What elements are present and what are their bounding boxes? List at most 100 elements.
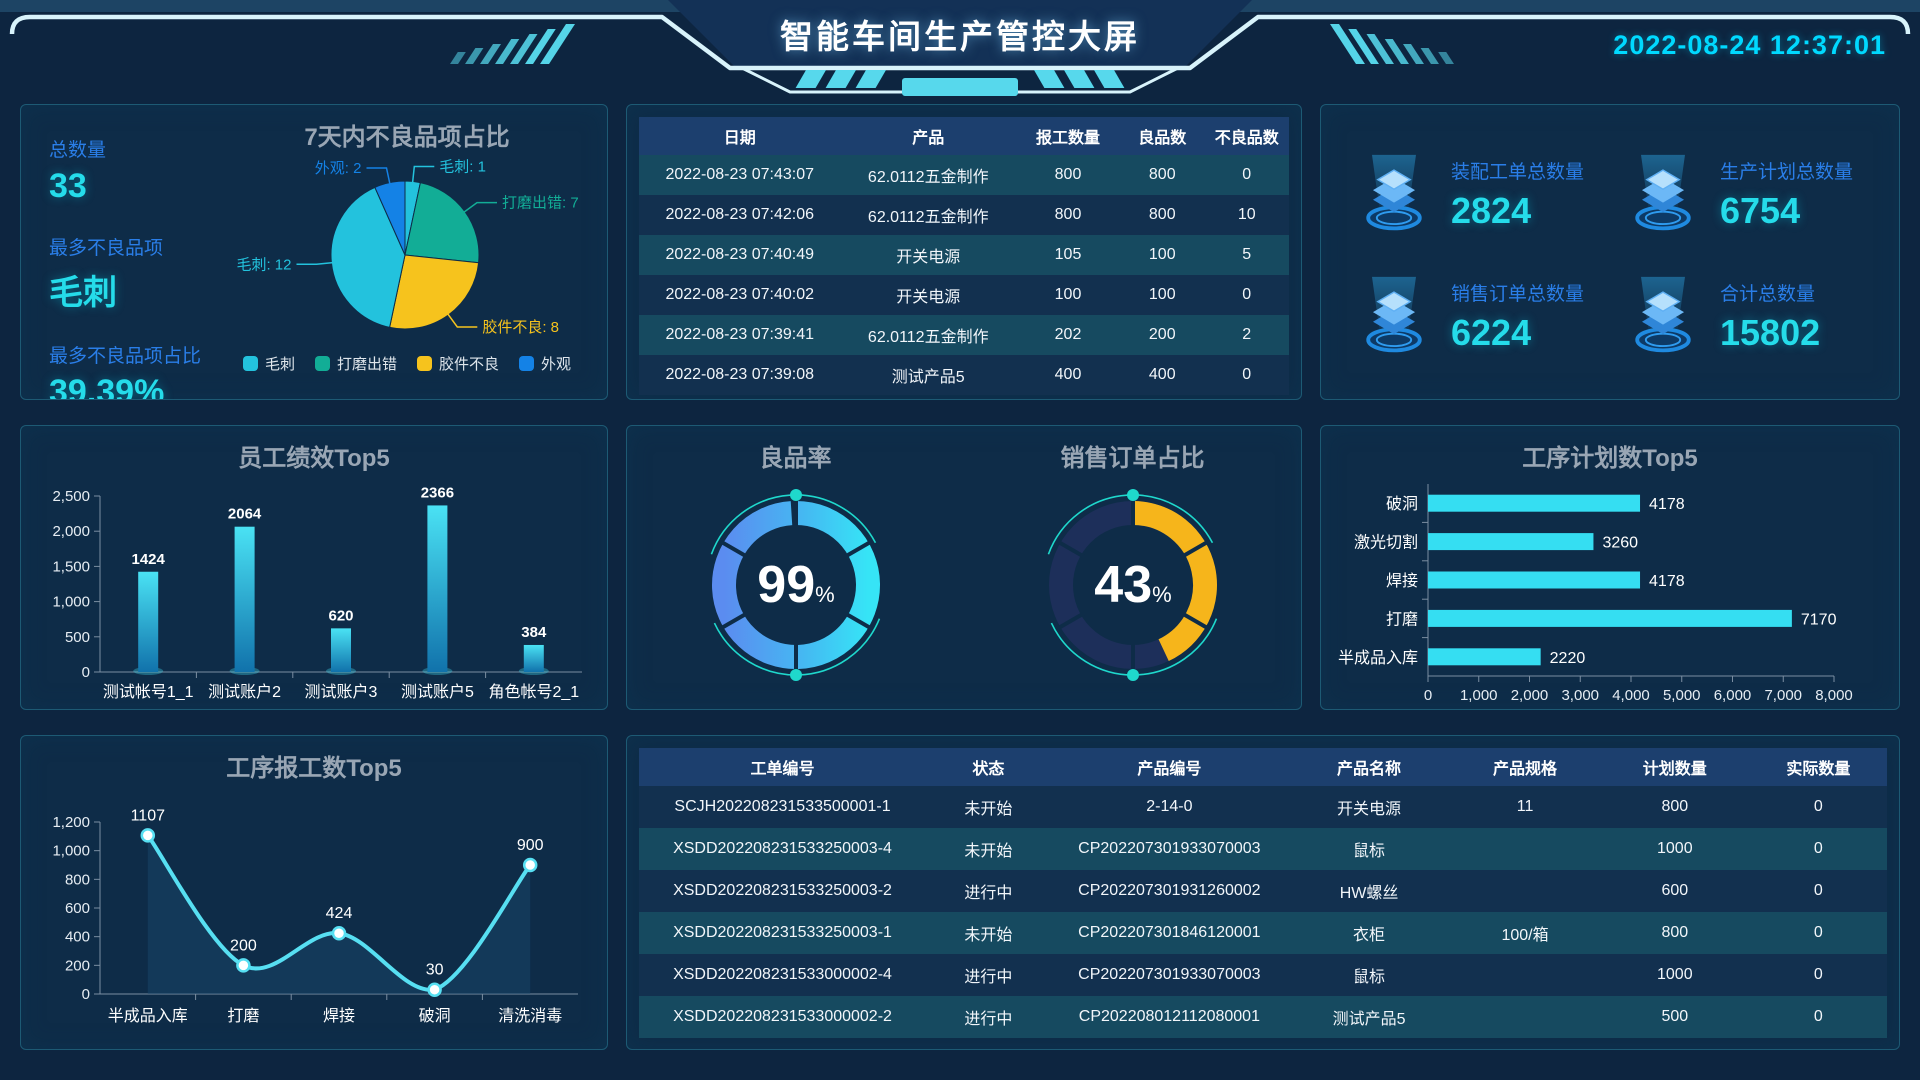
category-label: 测试账户3 [305, 683, 378, 701]
pie-label-line [366, 167, 392, 187]
stat-card-assembly-orders: 装配工单总数量 2824 [1351, 133, 1620, 255]
category-label: 激光切割 [1354, 534, 1418, 552]
table-cell [1450, 870, 1600, 912]
stat-card-total: 合计总数量 15802 [1620, 255, 1889, 377]
table-cell: 进行中 [964, 885, 1013, 902]
data-point [236, 958, 251, 973]
table-row: XSDD202208231533000002-4 进行中 CP20220730193… [639, 954, 1887, 996]
table-cell: 2022-08-23 07:42:06 [665, 206, 815, 223]
table-cell: 2022-08-23 07:43:07 [665, 166, 815, 183]
table-cell: 测试产品5 [891, 369, 965, 386]
table-cell: 100/箱 [1501, 927, 1549, 944]
gauge-separator [1180, 539, 1209, 559]
legend-swatch [519, 356, 535, 371]
svg-text:2,000: 2,000 [52, 523, 90, 540]
table-cell: CP202207301933070003 [1078, 840, 1261, 857]
bar [1428, 609, 1792, 627]
defect-pie-chart: 毛刺: 1 打磨出错: 7 胶件不良: 8 毛刺: 12 外观: 2 [236, 158, 578, 336]
table-cell: 0 [1242, 166, 1252, 183]
column-header: 工单编号 [639, 748, 927, 786]
table-cell: 开关电源 [896, 289, 961, 306]
sales-gauge-chart: 43% [1047, 489, 1217, 681]
table-cell: 400 [1054, 366, 1082, 383]
gauge-separator [843, 611, 872, 631]
legend-label: 胶件不良 [439, 356, 500, 373]
table-cell: XSDD202208231533250003-1 [673, 924, 892, 941]
table-cell [1450, 954, 1600, 996]
bar [331, 628, 351, 672]
category-label: 测试账户5 [401, 683, 474, 701]
table-cell: XSDD202208231533250003-4 [673, 840, 892, 857]
svg-text:0: 0 [82, 986, 90, 1003]
table-cell: 105 [1054, 246, 1082, 263]
gauge-deco-dot [1126, 669, 1139, 681]
stat-label: 最多不良品项 [49, 238, 164, 259]
table-cell: XSDD202208231533250003-2 [673, 882, 892, 899]
header: 智能车间生产管控大屏 2022-08-24 12:37:01 [0, 0, 1920, 104]
table-cell: 62.0112五金制作 [867, 329, 989, 346]
bar-value: 3260 [1602, 535, 1638, 552]
stat-top-defect-ratio: 最多不良品项占比 39.39% [49, 341, 207, 400]
table-cell: 2022-08-23 07:40:02 [665, 286, 815, 303]
panel-title: 工序计划数Top5 [1522, 445, 1698, 472]
legend-item: 打磨出错 [314, 353, 397, 374]
bar [1428, 571, 1641, 589]
pie-label-line [461, 201, 498, 215]
panel-work-order-table: 工单编号 状态 产品编号 产品名称 产品规格 计划数量 实际数量 SCJH2022082315… [626, 735, 1900, 1050]
process-report-line-chart: 0 200 400 600 800 1,000 1,200 1107 200 424 30 900 半成… [52, 807, 578, 1025]
panel-title: 销售订单占比 [1060, 445, 1205, 472]
bar-value: 1424 [132, 551, 166, 568]
gauge-value: 99% [757, 556, 834, 614]
legend-item: 外观 [519, 353, 571, 374]
gauge-separator [1180, 611, 1209, 631]
legend-swatch [242, 356, 258, 371]
pie-label-line [411, 165, 435, 186]
table-cell: HW螺丝 [1339, 885, 1399, 902]
stat-value: 39.39% [49, 373, 165, 400]
pie-legend: 毛刺 打磨出错 胶件不良 外观 [242, 353, 571, 374]
stat-label: 总数量 [49, 140, 107, 161]
data-point [427, 982, 442, 997]
svg-text:7,000: 7,000 [1764, 687, 1802, 704]
table-row: 2022-08-23 07:39:08 测试产品5 400 400 0 [639, 355, 1289, 395]
svg-text:0: 0 [1424, 687, 1432, 704]
bar-value: 2064 [228, 506, 262, 523]
table-cell: 测试产品5 [1332, 1011, 1406, 1028]
svg-text:8,000: 8,000 [1815, 687, 1853, 704]
table-cell: XSDD202208231533000002-4 [673, 966, 892, 983]
table-cell: 进行中 [964, 1011, 1013, 1028]
table-cell: 开关电源 [1337, 801, 1402, 818]
data-point [140, 828, 156, 843]
category-label: 角色帐号2_1 [488, 683, 579, 701]
report-table: 日期 产品 报工数量 良品数 不良品数 2022-08-23 07:43:07 62.011… [639, 117, 1289, 395]
table-cell: 0 [1813, 1008, 1823, 1025]
bar-value: 4178 [1649, 573, 1685, 590]
panel-title: 7天内不良品项占比 [304, 124, 510, 151]
gauge-separator [1056, 611, 1085, 631]
gauge-deco-dot [1126, 489, 1139, 501]
work-order-table: 工单编号 状态 产品编号 产品名称 产品规格 计划数量 实际数量 SCJH2022082315… [639, 748, 1887, 1038]
layers-icon [1635, 276, 1691, 353]
category-label: 破洞 [1386, 495, 1418, 513]
table-cell: 800 [1661, 798, 1689, 815]
column-header: 不良品数 [1204, 117, 1289, 155]
legend-swatch [417, 356, 432, 371]
table-cell: CP202207301846120001 [1078, 924, 1261, 941]
column-header: 状态 [926, 748, 1051, 786]
svg-text:5,000: 5,000 [1663, 687, 1701, 704]
employee-bar-chart: 0 500 1,000 1,500 2,000 2,500 1424 测试帐号1_1 2064 测… [52, 484, 582, 701]
panel-title: 工序报工数Top5 [226, 755, 402, 782]
category-label: 打磨 [227, 1007, 259, 1025]
bar-value: 7170 [1801, 611, 1837, 628]
stat-card-label: 销售订单总数量 [1451, 283, 1585, 305]
stat-card-text: 合计总数量 15802 [1720, 279, 1820, 354]
table-cell: 800 [1054, 166, 1082, 183]
legend-label: 外观 [541, 356, 572, 373]
column-header: 产品规格 [1450, 748, 1600, 786]
table-row: 2022-08-23 07:39:41 62.0112五金制作 202 200 2 [639, 315, 1289, 355]
table-cell [1450, 996, 1600, 1038]
legend-item: 毛刺 [242, 353, 295, 374]
bar [427, 505, 448, 672]
gauge-value: 43% [1094, 556, 1171, 614]
gauge-separator [719, 539, 748, 559]
